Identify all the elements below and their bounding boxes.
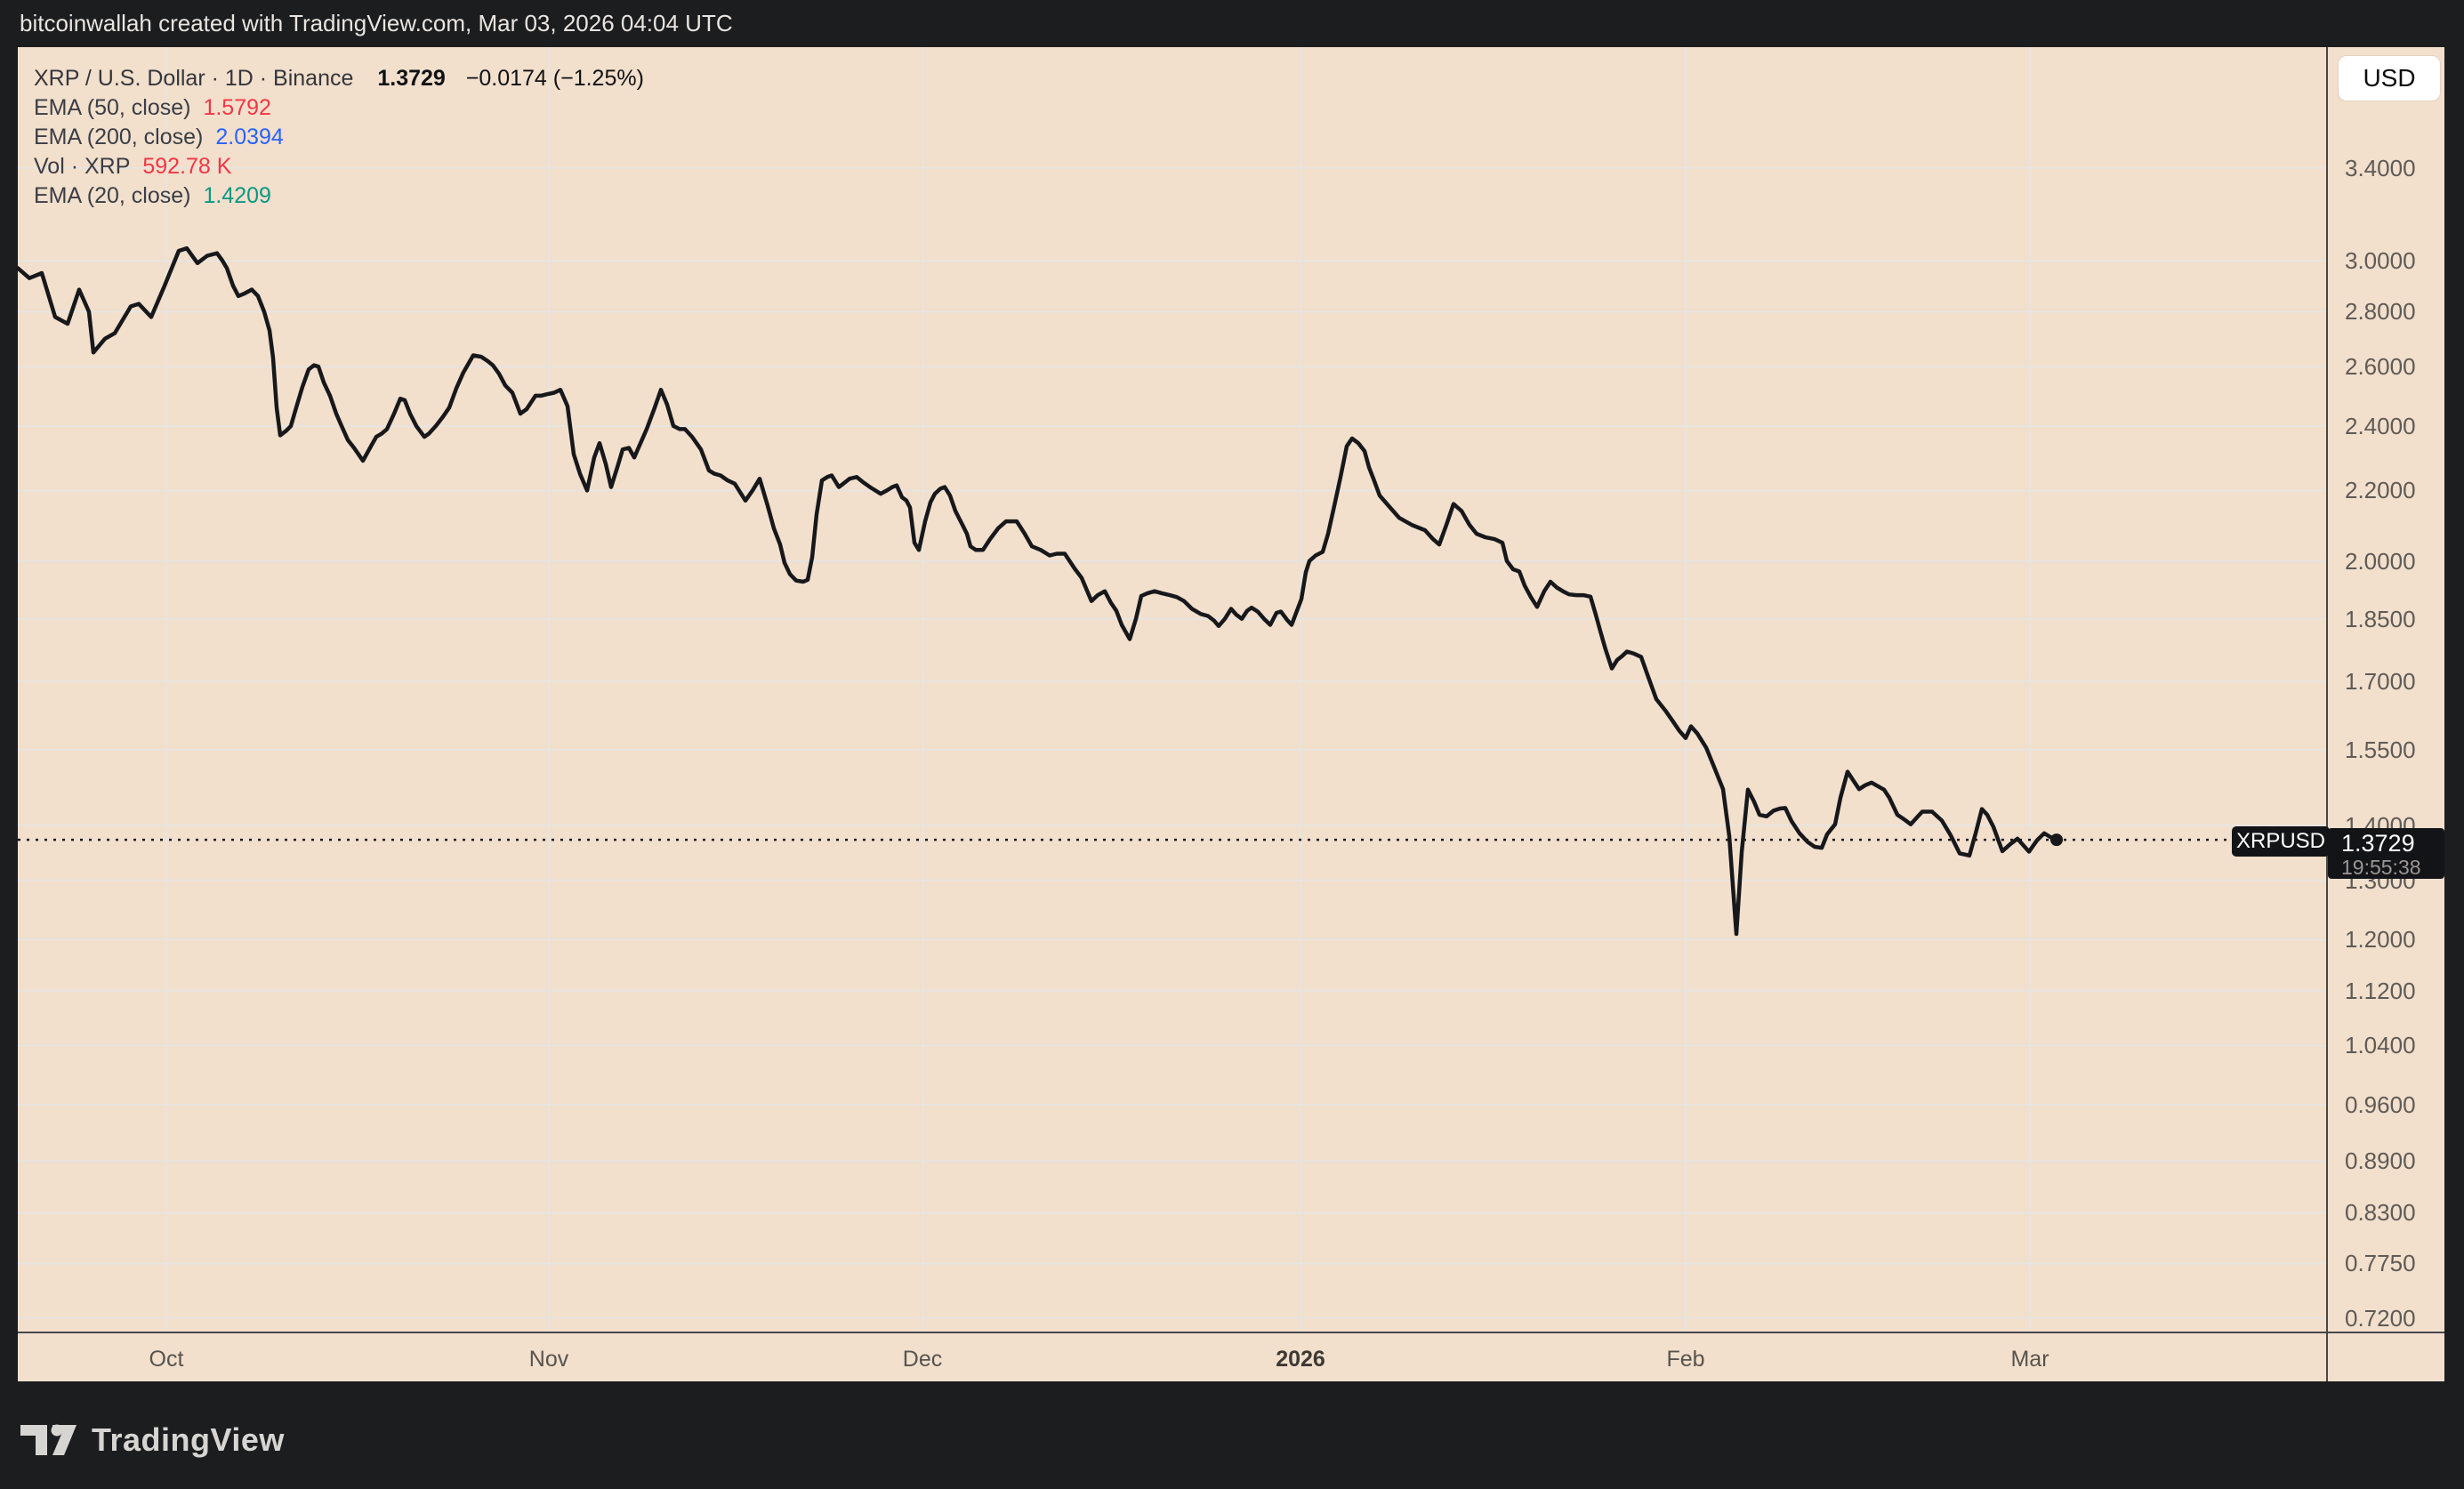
indicator-label: EMA (50, close) bbox=[34, 95, 191, 120]
price-axis-label: 3.4000 bbox=[2345, 154, 2416, 181]
indicator-label: EMA (20, close) bbox=[34, 183, 191, 208]
price-axis-label: 1.7000 bbox=[2345, 668, 2416, 696]
attribution-bar: bitcoinwallah created with TradingView.c… bbox=[0, 0, 2464, 47]
price-axis-label: 2.0000 bbox=[2345, 547, 2416, 575]
countdown-timer: 19:55:38 bbox=[2341, 856, 2421, 879]
indicator-label: EMA (200, close) bbox=[34, 125, 204, 149]
indicator-value: 1.4209 bbox=[203, 183, 271, 208]
legend-indicator-row[interactable]: Vol · XRP 592.78 K bbox=[34, 152, 644, 181]
tradingview-logo[interactable]: TradingView bbox=[20, 1420, 643, 1461]
price-axis-label: 1.8500 bbox=[2345, 605, 2416, 632]
indicator-value: 1.5792 bbox=[203, 95, 271, 120]
price-axis-label: 2.6000 bbox=[2345, 353, 2416, 381]
price-axis-label: 1.2000 bbox=[2345, 926, 2416, 954]
tradingview-logo-text: TradingView bbox=[92, 1421, 285, 1458]
legend-indicator-row[interactable]: EMA (20, close) 1.4209 bbox=[34, 181, 644, 211]
price-axis-label: 1.1200 bbox=[2345, 977, 2416, 1004]
legend-indicator-row[interactable]: EMA (200, close) 2.0394 bbox=[34, 123, 644, 152]
price-axis-label: 2.8000 bbox=[2345, 298, 2416, 326]
footer-bar: TradingView bbox=[0, 1381, 2464, 1489]
time-axis-label: Feb bbox=[1666, 1347, 1705, 1372]
last-price: 1.3729 bbox=[377, 66, 446, 91]
price-axis-label: 3.0000 bbox=[2345, 247, 2416, 274]
legend-symbol-row[interactable]: XRP / U.S. Dollar · 1D · Binance 1.3729 … bbox=[34, 64, 644, 93]
price-axis-label: 0.8900 bbox=[2345, 1147, 2416, 1175]
legend-indicator-row[interactable]: EMA (50, close) 1.5792 bbox=[34, 93, 644, 123]
price-axis-label: 1.5500 bbox=[2345, 736, 2416, 764]
currency-toggle-button[interactable]: USD bbox=[2338, 55, 2441, 101]
legend: XRP / U.S. Dollar · 1D · Binance 1.3729 … bbox=[34, 64, 644, 211]
price-axis-label: 2.2000 bbox=[2345, 477, 2416, 504]
price-axis-separator bbox=[2326, 47, 2328, 1381]
price-change: −0.0174 (−1.25%) bbox=[465, 66, 644, 91]
attribution-text: bitcoinwallah created with TradingView.c… bbox=[20, 10, 733, 36]
time-axis-label: Oct bbox=[149, 1347, 184, 1372]
last-price-tag: 1.3729 19:55:38 bbox=[2328, 828, 2444, 879]
time-axis-separator bbox=[18, 1332, 2444, 1333]
price-axis-label: 0.7200 bbox=[2345, 1304, 2416, 1332]
time-axis-label: Dec bbox=[902, 1347, 943, 1372]
price-axis-label: 1.0400 bbox=[2345, 1032, 2416, 1059]
indicator-value: 2.0394 bbox=[215, 125, 284, 149]
price-axis-label: 0.8300 bbox=[2345, 1199, 2416, 1227]
symbol-title[interactable]: XRP / U.S. Dollar · 1D · Binance bbox=[34, 66, 354, 91]
time-axis-label: Mar bbox=[2010, 1347, 2049, 1372]
time-axis-label: 2026 bbox=[1276, 1347, 1325, 1372]
time-axis-label: Nov bbox=[528, 1347, 569, 1372]
last-price-symbol-label: XRPUSD bbox=[2232, 826, 2330, 857]
indicator-value: 592.78 K bbox=[142, 154, 232, 179]
last-price-tag-value: 1.3729 bbox=[2341, 830, 2415, 857]
price-axis-label: 0.7750 bbox=[2345, 1250, 2416, 1277]
chart-panel[interactable] bbox=[18, 47, 2444, 1381]
tradingview-logo-icon bbox=[20, 1424, 76, 1455]
indicator-label: Vol · XRP bbox=[34, 154, 131, 179]
price-axis-label: 0.9600 bbox=[2345, 1091, 2416, 1119]
price-axis-label: 2.4000 bbox=[2345, 412, 2416, 439]
